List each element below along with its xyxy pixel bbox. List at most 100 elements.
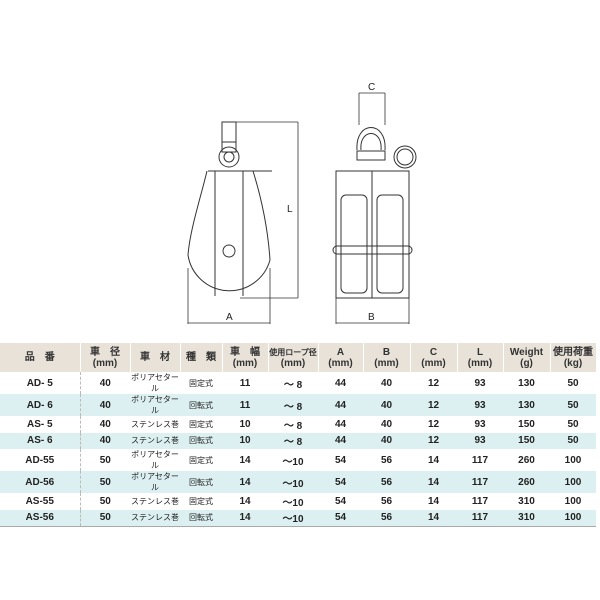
table-cell: 117 xyxy=(457,509,503,527)
column-header-unit: (mm) xyxy=(374,357,399,369)
table-cell: 回転式 xyxy=(180,509,222,527)
table-cell: 固定式 xyxy=(189,455,213,465)
column-header-unit: (mm) xyxy=(328,357,353,369)
column-header-title: 使用ロープ径 xyxy=(269,347,317,357)
column-header-title: Weight xyxy=(509,346,544,358)
table-cell: 100 xyxy=(564,495,582,507)
table-cell: 50 xyxy=(99,495,111,507)
table-cell: ステンレス巻 xyxy=(131,496,179,506)
table-cell: 44 xyxy=(318,394,363,416)
table-row: AS-56 50 ステンレス巻 回転式 14 ～10 54 56 14 117 310 100 xyxy=(0,509,596,527)
table-cell: 44 xyxy=(334,418,347,430)
table-cell: 100 xyxy=(564,454,582,466)
table-cell: ポリアセタール xyxy=(130,471,180,493)
table-row: AD- 6 40 ポリアセタール 回転式 11 ～ 8 44 40 12 93 130 50 xyxy=(0,394,596,416)
table-row: AS-55 50 ステンレス巻 固定式 14 ～10 54 56 14 117 310 100 xyxy=(0,493,596,510)
table-cell: 150 xyxy=(503,432,550,449)
column-header-title: A xyxy=(336,346,345,358)
column-header: 車 径 (mm) xyxy=(80,343,131,372)
dimension-label-b: B xyxy=(368,312,375,323)
table-cell: ～ 8 xyxy=(283,420,303,432)
column-header-title: 種 類 xyxy=(186,352,216,363)
table-row: AD- 5 40 ポリアセタール 固定式 11 ～ 8 44 40 12 93 130 50 xyxy=(0,372,596,394)
column-header: L (mm) xyxy=(457,343,504,372)
column-header: 品 番 xyxy=(0,343,81,372)
table-cell: 54 xyxy=(334,495,347,507)
column-header-title: B xyxy=(382,346,391,358)
table-cell: 56 xyxy=(380,495,393,507)
table-cell: 93 xyxy=(457,432,503,449)
table-cell: 130 xyxy=(503,394,550,416)
table-cell: 50 xyxy=(80,509,130,527)
table-cell: AD-56 xyxy=(0,471,81,493)
table-header-row: 品 番車 径 (mm) 車 材種 類車 幅 (mm) 使用ロープ径 (mm) A (mm) B(… xyxy=(0,343,597,372)
table-cell: 93 xyxy=(474,418,486,430)
table-cell: ポリアセタール xyxy=(131,450,179,470)
table-cell: 56 xyxy=(380,454,393,466)
table-cell: 11 xyxy=(222,394,268,416)
table-row: AD-55 50 ポリアセタール 固定式 14 ～10 54 56 14 117 260 100 xyxy=(0,449,596,471)
table-cell: 100 xyxy=(550,471,596,493)
table-cell: 56 xyxy=(363,471,410,493)
table-cell: 50 xyxy=(567,377,579,389)
table-cell: 12 xyxy=(427,377,440,389)
table-cell: 14 xyxy=(427,495,440,507)
table-cell: AS- 5 xyxy=(0,416,81,433)
table-cell: 14 xyxy=(410,471,457,493)
column-header: 車 材 xyxy=(130,343,181,372)
column-header-unit: (mm) xyxy=(467,357,493,369)
table-cell: 40 xyxy=(80,432,130,449)
table-cell: 固定式 xyxy=(189,419,213,429)
table-cell: 14 xyxy=(222,471,268,493)
column-header-title: 品 番 xyxy=(24,352,55,363)
table-cell: 117 xyxy=(457,471,503,493)
table-cell: 260 xyxy=(518,454,535,466)
table-cell: AD- 6 xyxy=(0,394,81,416)
table-cell: ～ 8 xyxy=(268,432,318,449)
column-header-title: 車 径 xyxy=(90,346,120,358)
table-cell: 50 xyxy=(550,432,596,449)
table-cell: ～10 xyxy=(282,497,304,509)
table-row: AD-56 50 ポリアセタール 回転式 14 ～10 54 56 14 117 260 100 xyxy=(0,471,596,493)
table-cell: 93 xyxy=(457,394,503,416)
table-cell: ステンレス巻 xyxy=(130,509,180,527)
table-cell: ステンレス巻 xyxy=(130,432,180,449)
table-cell: 14 xyxy=(239,495,251,507)
column-header-unit: (mm) xyxy=(92,357,118,369)
table-cell: 固定式 xyxy=(189,496,213,506)
table-cell: 44 xyxy=(334,377,347,389)
table-cell: 40 xyxy=(99,377,111,389)
table-cell: 50 xyxy=(567,418,579,430)
column-header-unit: (mm) xyxy=(232,357,258,369)
table-cell: 40 xyxy=(380,377,393,389)
table-cell: 117 xyxy=(471,495,489,507)
table-cell: 54 xyxy=(334,454,347,466)
table-row: AS- 5 40 ステンレス巻 固定式 10 ～ 8 44 40 12 93 150 50 xyxy=(0,416,596,433)
table-cell: AD- 5 xyxy=(0,372,81,394)
table-cell: 40 xyxy=(363,394,410,416)
table-cell: 260 xyxy=(503,471,550,493)
table-cell: 回転式 xyxy=(180,432,222,449)
table-cell: 54 xyxy=(318,471,363,493)
column-header: A (mm) xyxy=(318,343,364,372)
single-pulley-side-view xyxy=(187,121,272,296)
table-cell: 14 xyxy=(239,454,251,466)
column-header: 種 類 xyxy=(180,343,223,372)
table-cell: ポリアセタール xyxy=(130,394,180,416)
table-cell: ～ 8 xyxy=(268,394,318,416)
table-cell: 12 xyxy=(427,418,440,430)
table-cell: 310 xyxy=(518,495,535,507)
table-cell: 93 xyxy=(474,377,486,389)
column-header: Weight (g) xyxy=(503,343,551,372)
table-cell: 12 xyxy=(410,394,457,416)
double-pulley-front-view xyxy=(332,127,417,299)
table-cell: 54 xyxy=(318,509,363,527)
spec-table: 品 番車 径 (mm) 車 材種 類車 幅 (mm) 使用ロープ径 (mm) A (mm) B(… xyxy=(0,343,597,527)
table-cell: 56 xyxy=(363,509,410,527)
table-cell: 10 xyxy=(222,432,268,449)
dimension-label-c: C xyxy=(368,82,375,93)
table-cell: 117 xyxy=(471,454,489,466)
column-header-title: C xyxy=(429,346,438,358)
table-cell: ～10 xyxy=(268,471,318,493)
table-cell: AS-56 xyxy=(0,509,81,527)
